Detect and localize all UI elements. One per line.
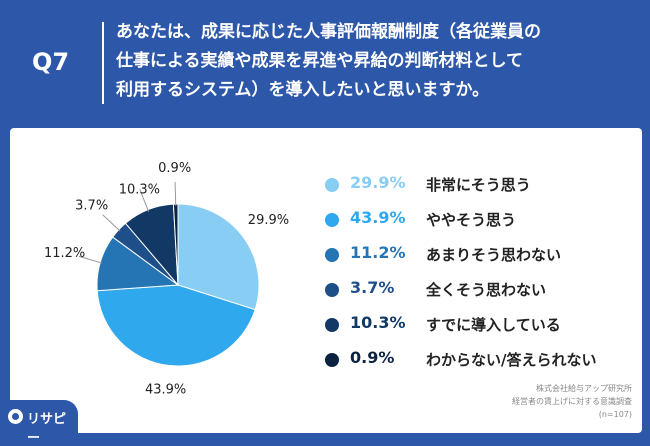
- legend-label: ややそう思う: [426, 211, 517, 229]
- legend-percent: 11.2%: [350, 243, 406, 262]
- question-number: Q7: [32, 48, 70, 76]
- pie-chart: 29.9% 43.9% 11.2% 3.7% 10.3% 0.9%: [44, 161, 289, 397]
- legend-swatch: [325, 178, 339, 192]
- header-divider: [102, 22, 104, 104]
- pie-leader-line: [174, 182, 177, 207]
- legend-percent: 3.7%: [350, 278, 395, 297]
- pie-data-label: 43.9%: [145, 382, 186, 397]
- pie-data-label: 10.3%: [119, 182, 160, 197]
- pie-leader-line: [78, 255, 103, 264]
- pie-slice: [177, 203, 260, 311]
- source-survey: 経営者の賃上げに対する意識調査: [512, 397, 632, 406]
- legend-label: あまりそう思わない: [426, 246, 562, 264]
- legend-percent: 43.9%: [350, 208, 406, 227]
- pie-leader-line: [102, 214, 121, 232]
- pie-data-label: 3.7%: [75, 199, 108, 214]
- source-note: 株式会社給与アップ研究所 経営者の賃上げに対する意識調査 (n=107): [512, 382, 632, 421]
- question-line: あなたは、成果に応じた人事評価報酬制度（各従業員の: [116, 22, 541, 42]
- legend-percent: 10.3%: [350, 313, 406, 332]
- pie-data-label: 11.2%: [44, 246, 85, 261]
- source-sample-size: (n=107): [598, 410, 632, 419]
- legend-label: 全くそう思わない: [426, 281, 547, 299]
- pie-data-label: 29.9%: [248, 213, 289, 228]
- legend-swatch: [325, 248, 339, 262]
- header: Q7 あなたは、成果に応じた人事評価報酬制度（各従業員の 仕事による実績や成果を…: [0, 0, 650, 120]
- question-line: 仕事による実績や成果を昇進や昇給の判断材料として: [116, 51, 523, 71]
- legend-percent: 0.9%: [350, 348, 395, 367]
- logo-mark-icon: [8, 409, 23, 424]
- question-text: あなたは、成果に応じた人事評価報酬制度（各従業員の 仕事による実績や成果を昇進や…: [116, 18, 636, 105]
- legend-label: 非常にそう思う: [426, 176, 531, 194]
- pie-leader-line: [139, 189, 150, 212]
- source-company: 株式会社給与アップ研究所: [536, 384, 632, 393]
- legend-label: わからない/答えられない: [426, 351, 597, 369]
- legend-label: すでに導入している: [426, 316, 561, 334]
- legend-swatch: [325, 213, 339, 227]
- legend-percent: 29.9%: [350, 173, 406, 192]
- pie-slice: [96, 284, 256, 367]
- pie-data-label: 0.9%: [158, 161, 191, 176]
- question-line: 利用するシステム）を導入したいと思いますか。: [116, 80, 490, 100]
- legend-swatch: [325, 353, 339, 367]
- legend-swatch: [325, 318, 339, 332]
- legend-swatch: [325, 283, 339, 297]
- logo-text: リサピー: [27, 412, 67, 446]
- brand-logo: リサピー: [0, 400, 78, 446]
